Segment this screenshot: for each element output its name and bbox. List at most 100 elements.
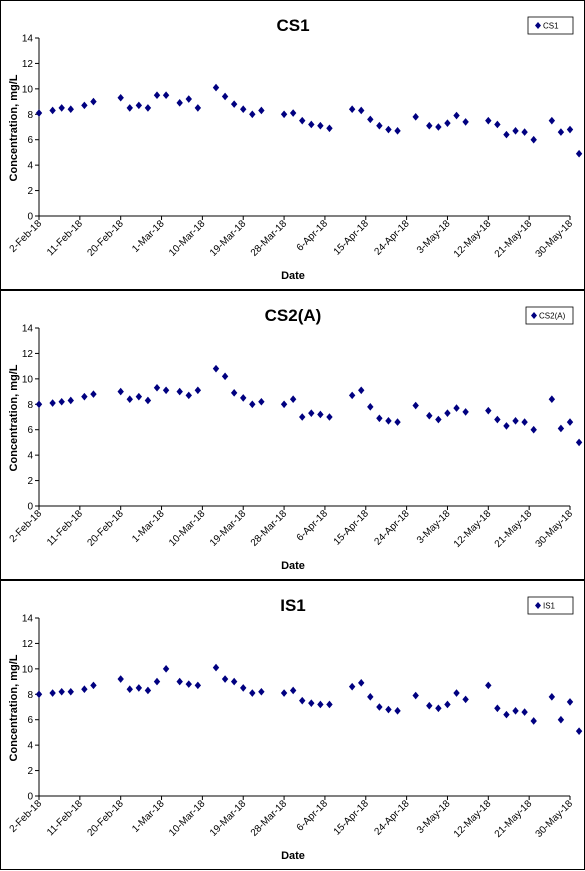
data-point (426, 122, 432, 130)
data-point (503, 131, 509, 139)
data-point (68, 105, 74, 113)
data-point (127, 104, 133, 112)
x-tick-label: 24-Apr-18 (373, 218, 413, 258)
y-tick-label: 12 (22, 59, 34, 70)
legend-label: CS1 (543, 22, 559, 31)
data-point (494, 121, 500, 129)
data-point (349, 105, 355, 113)
x-tick-label: 15-Apr-18 (332, 218, 372, 258)
data-point (222, 373, 228, 381)
data-point (385, 126, 391, 134)
data-point (136, 102, 142, 110)
data-point (136, 393, 142, 401)
data-point (290, 395, 296, 403)
x-axis-title: Date (281, 560, 305, 572)
data-point (213, 365, 219, 373)
x-axis-title: Date (281, 850, 305, 862)
x-tick-label: 12-May-18 (452, 508, 494, 550)
data-point (326, 701, 332, 709)
y-tick-label: 14 (22, 324, 34, 335)
y-tick-label: 2 (27, 186, 33, 197)
x-tick-label: 11-Feb-18 (45, 508, 85, 548)
x-tick-label: 10-Mar-18 (167, 798, 208, 839)
x-tick-label: 24-Apr-18 (373, 508, 413, 548)
data-point (385, 417, 391, 425)
data-point (299, 117, 305, 125)
chart-title: IS1 (280, 596, 306, 615)
y-tick-label: 14 (22, 34, 34, 45)
data-point (412, 402, 418, 410)
data-point (127, 685, 133, 693)
y-tick-label: 12 (22, 639, 34, 650)
data-point (195, 104, 201, 112)
data-point (117, 388, 123, 396)
data-point (240, 105, 246, 113)
legend: CS1 (528, 17, 573, 34)
y-tick-label: 8 (27, 690, 33, 701)
x-tick-label: 24-Apr-18 (373, 798, 413, 838)
data-point (231, 678, 237, 686)
data-point (426, 412, 432, 420)
x-tick-label: 10-Mar-18 (167, 508, 208, 549)
data-point (90, 98, 96, 106)
y-tick-label: 6 (27, 425, 33, 436)
data-point (281, 110, 287, 118)
data-point (444, 409, 450, 417)
x-tick-label: 3-May-18 (415, 508, 453, 546)
x-tick-label: 12-May-18 (452, 798, 494, 840)
data-point (186, 392, 192, 400)
data-point (58, 688, 64, 696)
x-tick-label: 21-May-18 (493, 218, 535, 260)
data-point (213, 84, 219, 92)
data-point (576, 439, 582, 447)
y-tick-label: 2 (27, 766, 33, 777)
data-point (494, 416, 500, 424)
data-point (145, 687, 151, 695)
data-point (127, 395, 133, 403)
chart-svg-cs1: CS1 Concentration, mg/L Date 02468101214… (1, 1, 585, 291)
y-tick-label: 6 (27, 715, 33, 726)
data-point (317, 411, 323, 419)
data-point (81, 685, 87, 693)
data-point (317, 122, 323, 130)
data-point (49, 689, 55, 697)
data-point (258, 107, 264, 115)
data-point (558, 425, 564, 433)
y-axis-title: Concentration, mg/L (8, 74, 20, 181)
data-point (195, 387, 201, 395)
y-tick-label: 4 (27, 741, 33, 752)
y-tick-label: 10 (22, 374, 34, 385)
data-point (485, 682, 491, 690)
x-tick-label: 30-May-18 (534, 798, 576, 840)
x-tick-label: 2-Feb-18 (8, 508, 45, 545)
x-tick-label: 11-Feb-18 (45, 218, 85, 258)
data-point (376, 122, 382, 130)
x-tick-label: 21-May-18 (493, 508, 535, 550)
x-tick-label: 1-Mar-18 (130, 508, 167, 545)
data-point (558, 128, 564, 136)
data-point (281, 400, 287, 408)
data-point (195, 682, 201, 690)
y-axis-title: Concentration, mg/L (8, 654, 20, 761)
y-tick-label: 10 (22, 664, 34, 675)
data-point (290, 687, 296, 695)
data-point (308, 699, 314, 707)
data-point (163, 387, 169, 395)
data-point (444, 701, 450, 709)
x-tick-label: 3-May-18 (415, 218, 453, 256)
data-point (485, 117, 491, 125)
data-point (412, 692, 418, 700)
x-tick-label: 3-May-18 (415, 798, 453, 836)
data-point (385, 706, 391, 714)
data-point (521, 128, 527, 136)
data-point (412, 113, 418, 121)
data-point (117, 675, 123, 683)
data-point (290, 109, 296, 117)
x-tick-label: 10-Mar-18 (167, 218, 208, 259)
data-point (549, 117, 555, 125)
data-point (258, 688, 264, 696)
data-point (154, 384, 160, 392)
